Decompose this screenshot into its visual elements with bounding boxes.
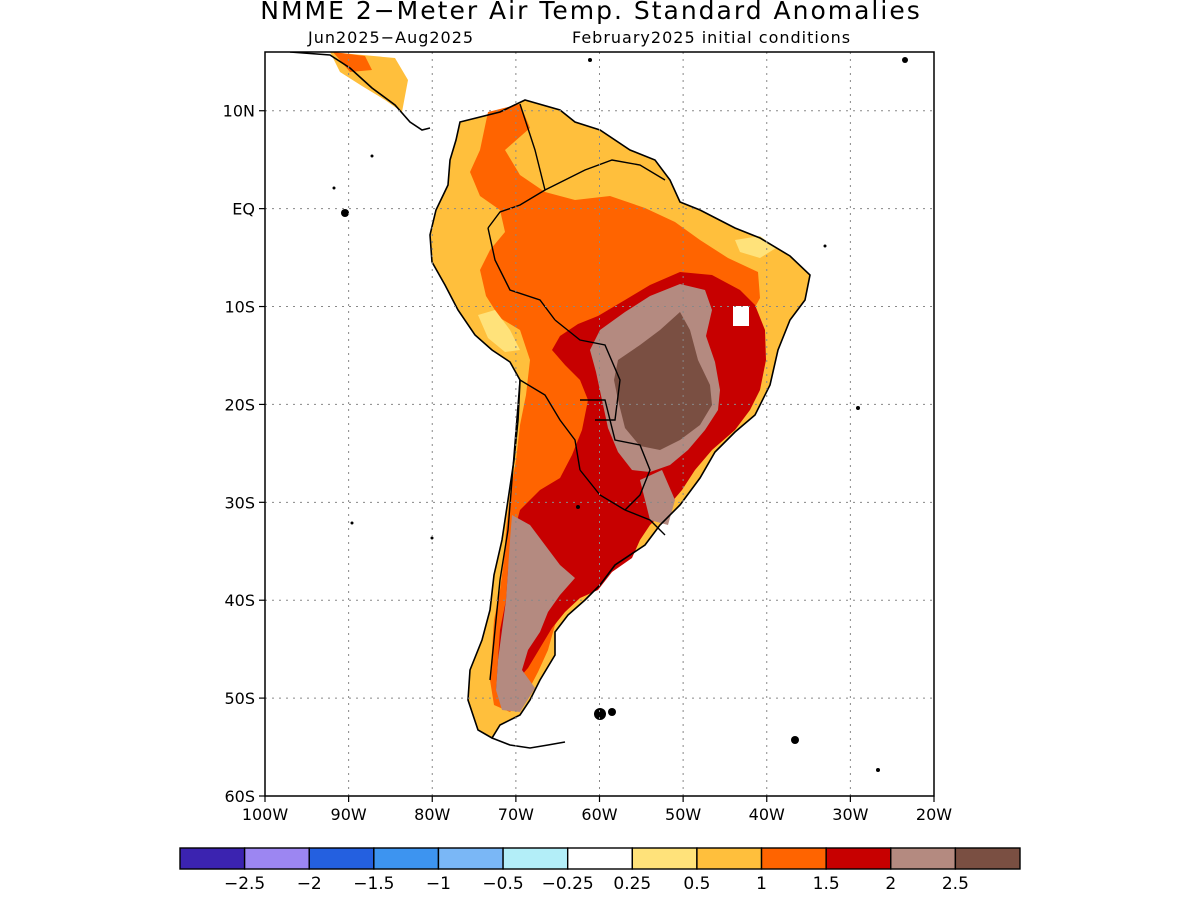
coastline-south-america xyxy=(429,99,811,740)
islands xyxy=(332,57,908,772)
lat-tick-label: 40S xyxy=(224,591,255,610)
colorbar-label: −2 xyxy=(297,874,322,894)
lon-tick-label: 40W xyxy=(749,805,785,824)
colorbar-swatch xyxy=(502,847,569,870)
colorbar-label: 2.5 xyxy=(942,874,969,894)
lat-tick-label: 30S xyxy=(224,493,255,512)
colorbar-label: 0.5 xyxy=(683,874,710,894)
graticule-grid xyxy=(265,52,934,796)
coastline-central-america xyxy=(289,52,431,131)
colorbar-swatch xyxy=(696,847,763,870)
lon-tick-label: 80W xyxy=(414,805,450,824)
colorbar-label: 1 xyxy=(756,874,767,894)
anomaly-field xyxy=(289,52,908,772)
colorbar-swatch xyxy=(631,847,698,870)
colorbar-label: −1.5 xyxy=(353,874,394,894)
colorbar-swatch xyxy=(760,847,827,870)
lon-tick-label: 20W xyxy=(916,805,952,824)
colorbar-swatch xyxy=(437,847,504,870)
shade-darkbrown-core xyxy=(614,312,712,450)
lat-tick-label: 20S xyxy=(224,395,255,414)
colorbar-label: −0.5 xyxy=(482,874,523,894)
colorbar-swatch xyxy=(890,847,957,870)
lat-tick-label: EQ xyxy=(232,200,255,219)
colorbar-swatch xyxy=(308,847,375,870)
lon-tick-label: 90W xyxy=(331,805,367,824)
lon-tick-label: 60W xyxy=(581,805,617,824)
shade-central-america-dark xyxy=(333,52,372,72)
colorbar-swatch xyxy=(243,847,310,870)
shade-white-pocket xyxy=(733,306,749,326)
colorbar-label: −2.5 xyxy=(224,874,265,894)
lon-tick-label: 70W xyxy=(498,805,534,824)
lon-tick-label: 50W xyxy=(665,805,701,824)
map-title: NMME 2−Meter Air Temp. Standard Anomalie… xyxy=(260,0,922,25)
lat-tick-label: 10N xyxy=(223,102,255,121)
colorbar-swatch xyxy=(825,847,892,870)
shade-brown-east xyxy=(640,470,675,525)
lat-tick-label: 10S xyxy=(224,298,255,317)
lon-tick-label: 30W xyxy=(832,805,868,824)
colorbar-swatch xyxy=(954,847,1021,870)
colorbar-swatch xyxy=(566,847,634,870)
lat-tick-label: 50S xyxy=(224,689,255,708)
colorbar-legend: −2.5 −2 −1.5 −1 −0.5 −0.25 0.25 0.5 1 1.5 2 2.5 xyxy=(179,847,1021,894)
latitude-axis: 10N EQ 10S 20S 30S 40S 50S 60S xyxy=(223,102,265,806)
colorbar-label: 2 xyxy=(885,874,896,894)
initial-conditions: February2025 initial conditions xyxy=(572,28,852,47)
shade-yellow-peru xyxy=(478,310,520,352)
lon-tick-label: 100W xyxy=(242,805,289,824)
colorbar-label: −1 xyxy=(426,874,451,894)
colorbar-swatch xyxy=(179,847,246,870)
colorbar-swatch xyxy=(373,847,440,870)
colorbar-label: −0.25 xyxy=(542,874,594,894)
colorbar-label: 0.25 xyxy=(613,874,651,894)
forecast-period: Jun2025−Aug2025 xyxy=(308,28,475,47)
lat-tick-label: 60S xyxy=(224,787,255,806)
coastline-tierra-del-fuego xyxy=(491,737,566,749)
longitude-axis: 100W 90W 80W 70W 60W 50W 40W 30W 20W xyxy=(242,796,952,824)
colorbar-label: 1.5 xyxy=(813,874,840,894)
